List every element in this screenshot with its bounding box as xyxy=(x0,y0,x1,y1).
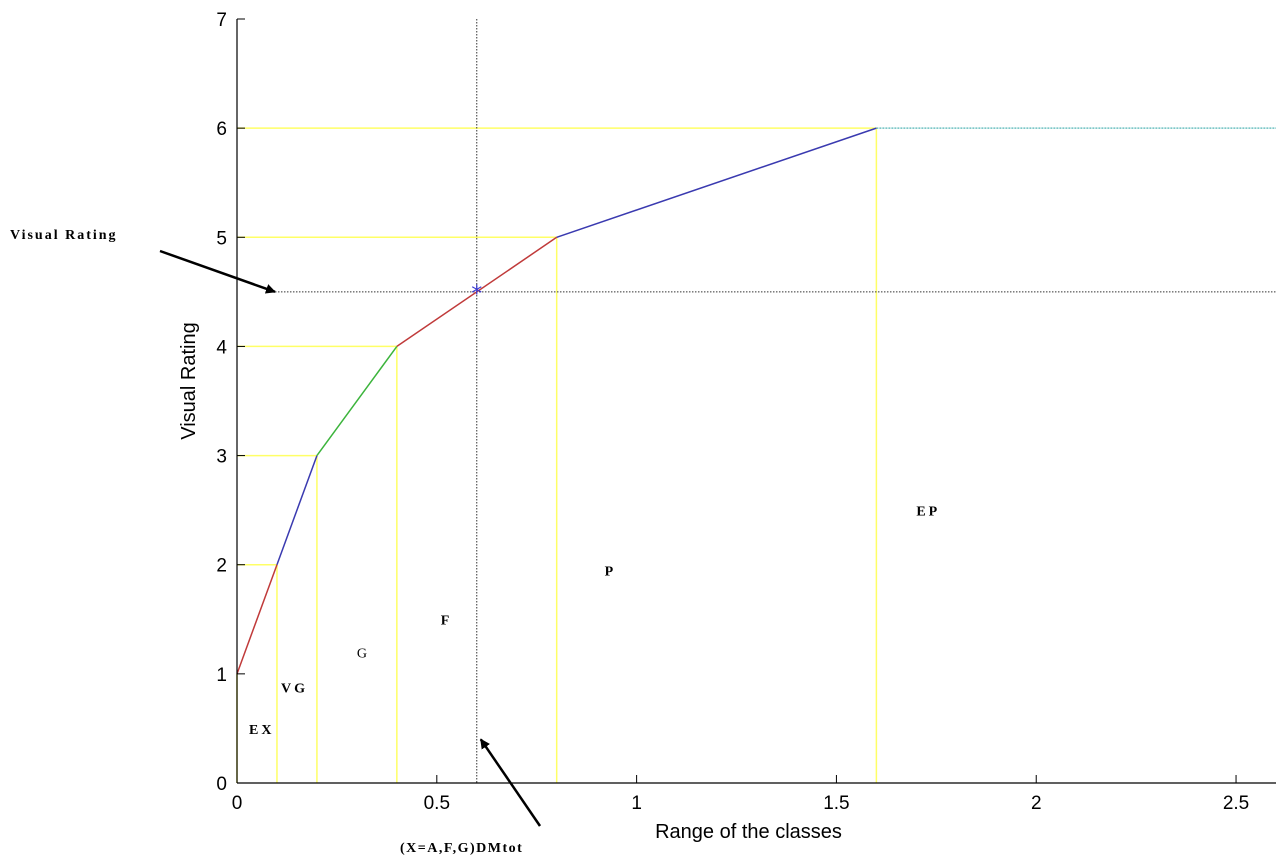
region-label-ep: EP xyxy=(916,505,940,520)
curve-segment-2 xyxy=(316,345,398,457)
x-tick-label-5: 2.5 xyxy=(1223,793,1249,814)
x-tick-label-3: 1.5 xyxy=(823,793,849,814)
region-label-vg: VG xyxy=(281,681,308,696)
y-tick-label-0: 0 xyxy=(216,774,227,795)
y-tick-label-2: 2 xyxy=(216,556,227,577)
marker-point: * xyxy=(471,282,482,307)
annotation-dmtot-arrow xyxy=(479,738,542,827)
y-tick-label-1: 1 xyxy=(216,665,227,686)
x-tick-label-1: 0.5 xyxy=(424,793,450,814)
region-label-p: P xyxy=(605,565,617,580)
curve-segment-3 xyxy=(396,236,558,348)
y-tick-label-6: 6 xyxy=(216,119,227,140)
x-tick-label-0: 0 xyxy=(232,793,243,814)
y-tick-label-4: 4 xyxy=(216,337,227,358)
x-tick-label-2: 1 xyxy=(631,793,642,814)
labels: Range of the classes Visual Rating EX VG G F P… xyxy=(10,228,940,856)
y-tick-label-5: 5 xyxy=(216,228,227,249)
reference-lines xyxy=(268,19,1276,783)
x-tick-label-4: 2 xyxy=(1031,793,1042,814)
y-axis-title: Visual Rating xyxy=(178,322,200,439)
region-label-ex: EX xyxy=(249,723,274,738)
curve-segment-1 xyxy=(276,455,318,565)
annotation-visual-rating: Visual Rating xyxy=(10,228,118,243)
region-label-f: F xyxy=(441,614,453,629)
class-boundaries xyxy=(236,127,878,783)
rating-curve: * xyxy=(236,127,1276,675)
curve-segment-0 xyxy=(236,564,278,675)
y-tick-label-3: 3 xyxy=(216,447,227,468)
y-tick-label-7: 7 xyxy=(216,10,227,31)
region-label-g: G xyxy=(357,646,370,661)
x-axis-title: Range of the classes xyxy=(655,821,842,843)
axes: 0 0.5 1 1.5 2 2.5 0 1 2 3 4 5 6 7 xyxy=(216,10,1276,814)
annotation-dmtot: (X=A,F,G)DMtot xyxy=(400,841,523,856)
annotation-visual-rating-arrow xyxy=(159,249,276,294)
curve-segment-4 xyxy=(556,127,877,238)
